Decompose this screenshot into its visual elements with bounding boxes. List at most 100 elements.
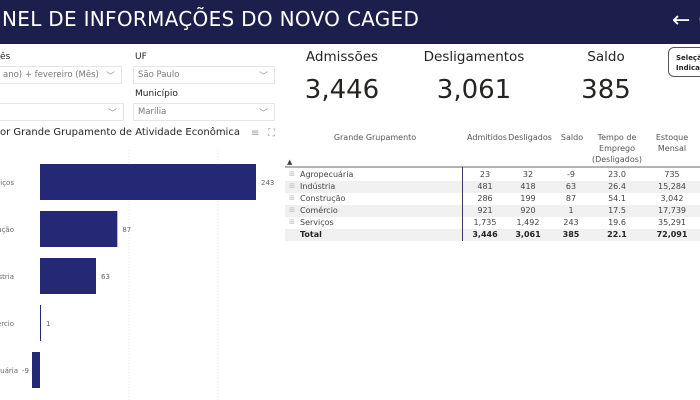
col-header-saldo[interactable]: Saldo: [560, 133, 584, 142]
col-header-desligados[interactable]: Desligados: [508, 133, 552, 142]
table-row: ⊞ Comércio 921 920 1 17.5 17,739: [285, 205, 700, 217]
data-label: 63: [101, 273, 110, 281]
expand-icon[interactable]: ⊞: [289, 218, 295, 226]
table-total-row: Total 3,446 3,061 385 22.1 72,091: [285, 229, 700, 241]
month-dropdown-value: ano) + fevereiro (Mês): [3, 70, 99, 80]
cell-grupamento: Indústria: [300, 182, 336, 191]
header-bar: NEL DE INFORMAÇÕES DO NOVO CAGED ← ·: [0, 0, 700, 44]
cell-grupamento: Agropecuária: [300, 170, 354, 179]
category-label: ução: [0, 226, 14, 234]
table-cell: 1,492: [516, 218, 540, 227]
category-label: stria: [0, 273, 14, 281]
table-cell: 199: [520, 194, 536, 203]
table-cell: 23.0: [608, 170, 626, 179]
table-cell: 286: [477, 194, 493, 203]
page-title: NEL DE INFORMAÇÕES DO NOVO CAGED: [2, 7, 420, 31]
table-row: ⊞ Serviços 1,735 1,492 243 19.6 35,291: [285, 217, 700, 229]
table-cell: 26.4: [608, 182, 626, 191]
filter-icon[interactable]: ≡: [251, 128, 260, 139]
expand-icon[interactable]: ⊞: [289, 194, 295, 202]
table-cell: 23: [479, 170, 491, 179]
table-cell: 32: [522, 170, 534, 179]
municipio-dropdown[interactable]: Marília ﹀: [133, 103, 275, 121]
table-cell: 54.1: [608, 194, 626, 203]
kpi-value: 3,061: [436, 75, 512, 105]
kpi-title: Admissões: [305, 49, 379, 65]
cell-grupamento: Comércio: [300, 206, 338, 215]
data-label: 1: [46, 320, 50, 328]
cell-grupamento: Total: [300, 230, 322, 239]
data-label: -9: [22, 367, 29, 375]
table-row: ⊞ Agropecuária 23 32 -9 23.0 735: [285, 169, 700, 181]
chevron-down-icon: ﹀: [107, 109, 117, 119]
table-cell: 1: [568, 206, 574, 215]
table-cell: 921: [477, 206, 493, 215]
chevron-down-icon: ﹀: [105, 72, 115, 82]
col-header-estoque[interactable]: Estoque Mensal: [655, 133, 689, 153]
category-label: uária: [0, 367, 18, 375]
month-filter-label: ês: [0, 52, 11, 62]
bar[interactable]: [40, 305, 41, 341]
bar[interactable]: [40, 258, 96, 294]
table-cell: 385: [562, 230, 580, 239]
uf-filter-label: UF: [135, 52, 147, 62]
bar-chart: viços 243 ução 87 stria 63 ércio 1 uária -9: [0, 150, 274, 400]
table-cell: 17,739: [658, 206, 686, 215]
second-dropdown[interactable]: ﹀: [0, 103, 124, 121]
table-cell: 15,284: [658, 182, 686, 191]
table-cell: 1,735: [473, 218, 497, 227]
col-header-grupamento[interactable]: Grande Grupamento: [333, 133, 417, 142]
table-cell: 3,061: [515, 230, 541, 239]
kpi-admissoes: Admissões 3,446: [272, 49, 412, 105]
selection-indicator-button[interactable]: Seleção Indicad: [668, 47, 700, 77]
table-cell: 72,091: [656, 230, 688, 239]
table-cell: 35,291: [658, 218, 686, 227]
municipio-dropdown-value: Marília: [138, 107, 167, 117]
table-cell: 17.5: [608, 206, 626, 215]
table-cell: -9: [567, 170, 575, 179]
table-cell: 19.6: [608, 218, 626, 227]
column-divider: [462, 167, 463, 241]
col-header-admitidos[interactable]: Admitidos: [467, 133, 507, 142]
chevron-down-icon: ﹀: [258, 109, 268, 119]
focus-mode-icon[interactable]: ⛶: [268, 128, 275, 139]
bar[interactable]: [40, 164, 256, 200]
table-cell: 418: [520, 182, 536, 191]
expand-icon[interactable]: ⊞: [289, 206, 295, 214]
kpi-desligamentos: Desligamentos 3,061: [404, 49, 544, 105]
uf-dropdown[interactable]: São Paulo ﹀: [133, 66, 275, 84]
cell-grupamento: Construção: [300, 194, 346, 203]
sort-arrow-icon[interactable]: ▲: [287, 158, 293, 166]
back-arrow-icon[interactable]: ← ·: [672, 8, 700, 33]
data-label: 87: [122, 226, 131, 234]
table-row: ⊞ Indústria 481 418 63 26.4 15,284: [285, 181, 700, 193]
category-label: ércio: [0, 320, 14, 328]
table-cell: 481: [477, 182, 493, 191]
kpi-value: 385: [581, 75, 631, 105]
kpi-title: Desligamentos: [423, 49, 525, 65]
col-header-next[interactable]: F: [695, 132, 700, 143]
municipio-filter-label: Município: [135, 89, 178, 99]
table-cell: 87: [565, 194, 577, 203]
expand-icon[interactable]: ⊞: [289, 170, 295, 178]
category-label: viços: [0, 179, 14, 187]
chart-title: or Grande Grupamento de Atividade Econôm…: [0, 127, 240, 138]
bar[interactable]: [32, 352, 40, 388]
chevron-down-icon: ﹀: [258, 72, 268, 82]
kpi-saldo: Saldo 385: [536, 49, 676, 105]
uf-dropdown-value: São Paulo: [138, 70, 180, 80]
expand-icon[interactable]: ⊞: [289, 182, 295, 190]
data-label: 243: [261, 179, 274, 187]
month-dropdown[interactable]: ano) + fevereiro (Mês) ﹀: [0, 66, 122, 84]
table-cell: 3,446: [472, 230, 498, 239]
table-cell: 243: [563, 218, 579, 227]
cell-grupamento: Serviços: [300, 218, 334, 227]
table-cell: 3,042: [660, 194, 684, 203]
col-header-tempo[interactable]: Tempo de Emprego (Desligados): [591, 133, 643, 164]
table-cell: 735: [664, 170, 680, 179]
table-row: ⊞ Construção 286 199 87 54.1 3,042: [285, 193, 700, 205]
bar[interactable]: [40, 211, 118, 247]
table-cell: 920: [520, 206, 536, 215]
table-cell: 63: [565, 182, 577, 191]
table-cell: 22.1: [607, 230, 627, 239]
